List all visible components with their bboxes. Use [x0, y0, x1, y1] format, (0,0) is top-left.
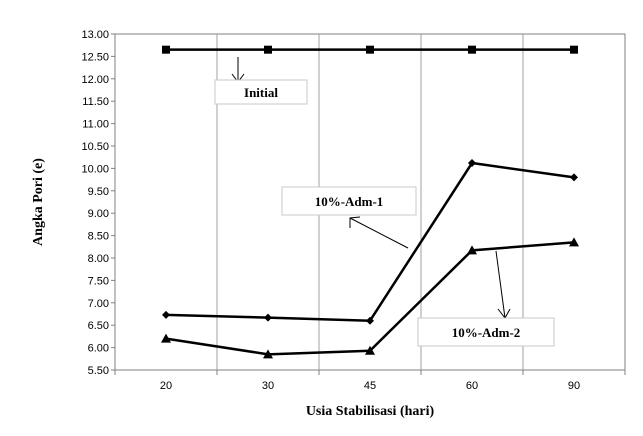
y-tick-label: 8.50 [88, 231, 109, 243]
x-tick-label: 45 [364, 380, 376, 392]
annotation-box-2 [417, 317, 555, 347]
y-tick-label: 13.00 [81, 29, 109, 41]
data-point-s0-1 [264, 45, 272, 54]
y-tick-label: 12.00 [81, 74, 109, 86]
y-tick-label: 5.50 [88, 365, 109, 377]
annotation-label-0: Initial [244, 85, 278, 100]
annotation-label-2: 10%-Adm-2 [452, 325, 521, 340]
x-axis-title: Usia Stabilisasi (hari) [306, 404, 435, 419]
x-tick-label: 30 [262, 380, 274, 392]
x-axis-ticks: 20 30 45 60 90 [114, 370, 626, 392]
data-point-s0-3 [468, 45, 476, 54]
y-tick-label: 8.00 [88, 253, 109, 265]
data-point-s2-1 [263, 349, 273, 359]
annotation-box-0 [214, 79, 308, 105]
y-tick-label: 7.50 [88, 275, 109, 287]
y-axis-ticks: 5.50 6.00 6.50 7.00 7.50 8.00 8.50 9.00 9.50 10.0… [81, 29, 115, 377]
y-tick-label: 6.50 [88, 320, 109, 332]
y-tick-label: 12.50 [81, 51, 109, 63]
data-point-s0-0 [162, 45, 170, 54]
x-tick-label: 20 [160, 380, 172, 392]
x-tick-label: 90 [568, 380, 580, 392]
annotation-arrowhead-1 [349, 216, 361, 228]
y-tick-label: 10.00 [81, 163, 109, 175]
data-point-s2-3 [467, 245, 477, 255]
y-axis-title: Angka Pori (e) [31, 158, 46, 246]
data-point-s0-4 [570, 45, 578, 54]
y-tick-label: 11.00 [82, 119, 109, 131]
y-tick-label: 6.00 [88, 343, 109, 355]
data-point-s2-0 [161, 333, 171, 343]
data-point-s2-4 [569, 237, 579, 247]
data-point-s1-2 [366, 316, 374, 325]
y-tick-label: 11.50 [82, 96, 109, 108]
data-point-s2-2 [365, 345, 375, 355]
series-group [161, 45, 579, 359]
data-point-s1-1 [264, 313, 272, 322]
data-point-s1-0 [162, 310, 170, 319]
annotation-arrow-1 [349, 217, 409, 249]
x-tick-label: 60 [466, 380, 478, 392]
data-point-s0-2 [366, 45, 374, 54]
y-tick-label: 10.50 [81, 141, 109, 153]
y-tick-label: 9.00 [88, 208, 109, 220]
annotation-label-1: 10%-Adm-1 [315, 194, 384, 209]
annotation-box-1 [281, 186, 417, 216]
annotation-arrow-2 [495, 250, 506, 319]
data-point-s1-3 [468, 159, 476, 168]
y-tick-label: 7.00 [88, 298, 109, 310]
y-tick-label: 9.50 [88, 186, 109, 198]
data-point-s1-4 [570, 173, 578, 182]
annotations: Initial 10%-Adm-1 10%-Adm-2 [214, 57, 555, 347]
